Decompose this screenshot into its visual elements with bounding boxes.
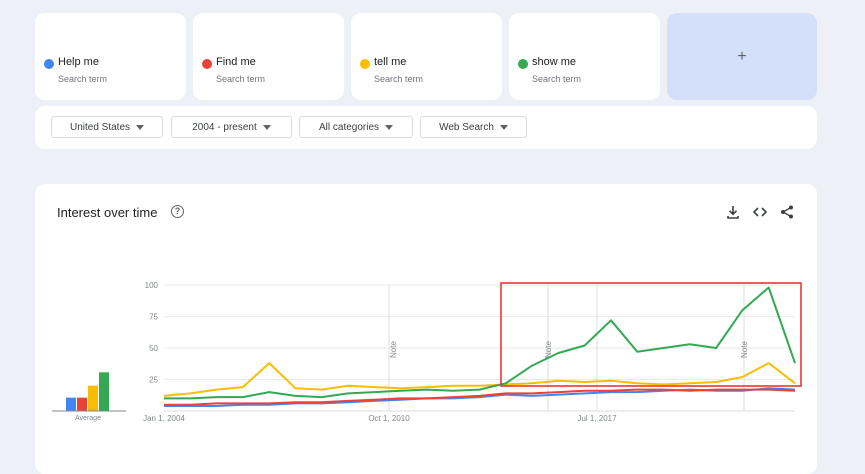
term-name: tell me — [374, 56, 407, 68]
term-card-2[interactable]: Find me Search term — [193, 13, 344, 100]
share-icon[interactable] — [779, 204, 795, 220]
caret-down-icon — [262, 124, 271, 130]
term-type: Search term — [374, 74, 424, 84]
time-range-label: 2004 - present — [192, 121, 257, 133]
download-icon[interactable] — [725, 204, 741, 220]
add-comparison-button[interactable]: + — [667, 13, 817, 100]
interest-over-time-panel — [35, 184, 817, 474]
time-range-filter[interactable]: 2004 - present — [171, 116, 292, 138]
term-name: Find me — [216, 56, 256, 68]
plus-icon: + — [737, 47, 747, 65]
term-name: Help me — [58, 56, 99, 68]
help-circle-icon[interactable]: ? — [171, 205, 184, 218]
series-color-dot — [518, 59, 528, 69]
term-name: show me — [532, 56, 577, 68]
term-type: Search term — [532, 74, 582, 84]
term-type: Search term — [58, 74, 108, 84]
term-card-1[interactable]: Help me Search term — [35, 13, 186, 100]
search-property-filter[interactable]: Web Search — [420, 116, 527, 138]
embed-code-icon[interactable] — [752, 204, 768, 220]
region-label: United States — [69, 121, 131, 133]
series-color-dot — [44, 59, 54, 69]
series-color-dot — [360, 59, 370, 69]
term-type: Search term — [216, 74, 266, 84]
search-property-label: Web Search — [439, 121, 494, 133]
caret-down-icon — [136, 124, 145, 130]
region-filter[interactable]: United States — [51, 116, 163, 138]
series-color-dot — [202, 59, 212, 69]
category-filter[interactable]: All categories — [299, 116, 413, 138]
term-card-4[interactable]: show me Search term — [509, 13, 660, 100]
term-card-3[interactable]: tell me Search term — [351, 13, 502, 100]
panel-title: Interest over time — [57, 205, 158, 220]
caret-down-icon — [385, 124, 394, 130]
category-label: All categories — [318, 121, 380, 133]
caret-down-icon — [499, 124, 508, 130]
